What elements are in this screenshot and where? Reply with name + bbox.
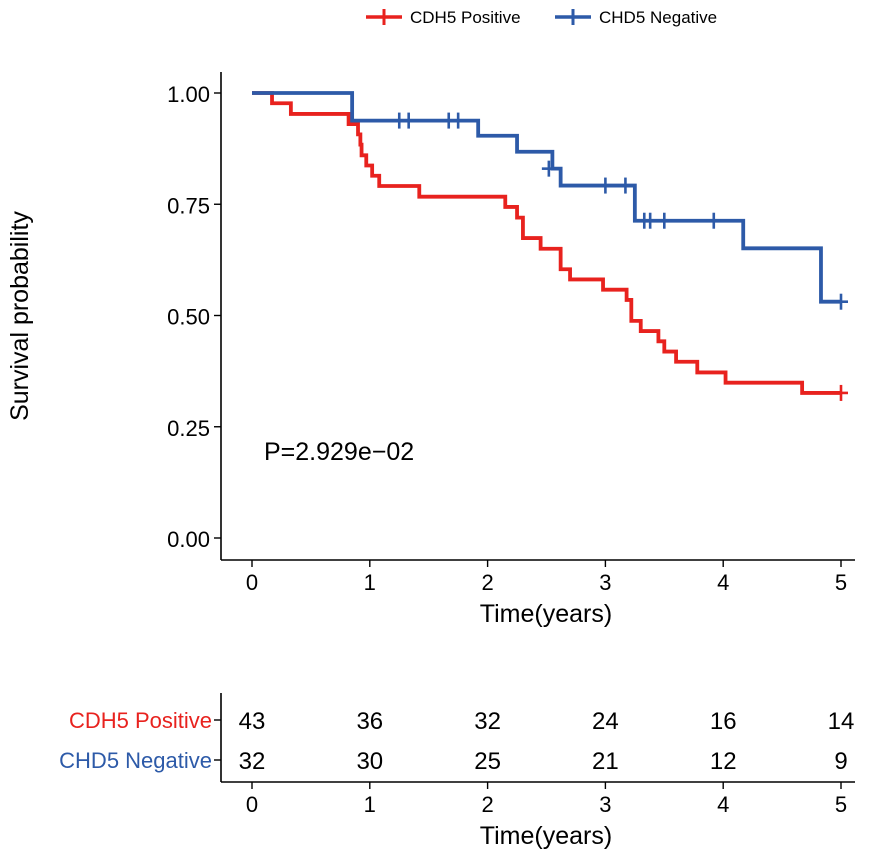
risk-count-chd5-negative: 12 xyxy=(710,748,737,775)
main-plot: 0.00 0.25 0.50 0.75 1.00 0 1 2 3 4 5 Survival pro… xyxy=(6,72,855,628)
x-tick-label: 0 xyxy=(246,570,258,595)
risk-count-cdh5-positive: 16 xyxy=(710,708,737,735)
legend-item-cdh5-positive: CDH5 Positive xyxy=(366,8,521,27)
risk-table-x-ticks: 0 1 2 3 4 5 xyxy=(246,782,847,817)
x-ticks: 0 1 2 3 4 5 xyxy=(246,560,847,595)
y-tick-label: 0.25 xyxy=(167,416,210,441)
curve-cdh5-positive xyxy=(252,91,841,395)
risk-x-tick-label: 5 xyxy=(835,792,847,817)
risk-count-cdh5-positive: 14 xyxy=(828,708,855,735)
x-tick-label: 4 xyxy=(717,570,729,595)
curve-chd5-negative xyxy=(252,91,841,304)
y-axis-title: Survival probability xyxy=(6,211,34,421)
legend-label-chd5-negative: CHD5 Negative xyxy=(599,8,717,27)
risk-row-label-chd5-negative: CHD5 Negative xyxy=(59,748,212,773)
y-ticks: 0.00 0.25 0.50 0.75 1.00 xyxy=(167,82,221,552)
risk-x-tick-label: 4 xyxy=(717,792,729,817)
risk-table-x-axis-title: Time(years) xyxy=(480,822,612,850)
x-axis-title: Time(years) xyxy=(480,600,612,628)
risk-count-chd5-negative: 32 xyxy=(239,748,266,775)
y-tick-label: 0.00 xyxy=(167,527,210,552)
risk-count-cdh5-positive: 43 xyxy=(239,708,266,735)
p-value-annotation: P=2.929e−02 xyxy=(264,438,414,466)
x-tick-label: 1 xyxy=(364,570,376,595)
legend-item-chd5-negative: CHD5 Negative xyxy=(555,8,717,27)
risk-count-cdh5-positive: 32 xyxy=(474,708,501,735)
risk-count-cdh5-positive: 24 xyxy=(592,708,619,735)
risk-x-tick-label: 1 xyxy=(364,792,376,817)
x-tick-label: 3 xyxy=(599,570,611,595)
survival-curves xyxy=(252,91,848,401)
legend: CDH5 Positive CHD5 Negative xyxy=(366,8,717,27)
legend-label-cdh5-positive: CDH5 Positive xyxy=(410,8,521,27)
risk-table-rows: CDH5 Positive 43 36 32 24 16 14 CHD5 Negative 32… xyxy=(59,708,854,775)
risk-count-chd5-negative: 21 xyxy=(592,748,619,775)
risk-count-chd5-negative: 30 xyxy=(356,748,383,775)
y-tick-label: 0.75 xyxy=(167,193,210,218)
x-tick-label: 5 xyxy=(835,570,847,595)
x-tick-label: 2 xyxy=(481,570,493,595)
risk-x-tick-label: 0 xyxy=(246,792,258,817)
y-tick-label: 1.00 xyxy=(167,82,210,107)
risk-x-tick-label: 2 xyxy=(481,792,493,817)
risk-x-tick-label: 3 xyxy=(599,792,611,817)
risk-row-label-cdh5-positive: CDH5 Positive xyxy=(69,708,212,733)
y-tick-label: 0.50 xyxy=(167,305,210,330)
risk-count-chd5-negative: 25 xyxy=(474,748,501,775)
risk-count-cdh5-positive: 36 xyxy=(356,708,383,735)
risk-count-chd5-negative: 9 xyxy=(834,748,847,775)
